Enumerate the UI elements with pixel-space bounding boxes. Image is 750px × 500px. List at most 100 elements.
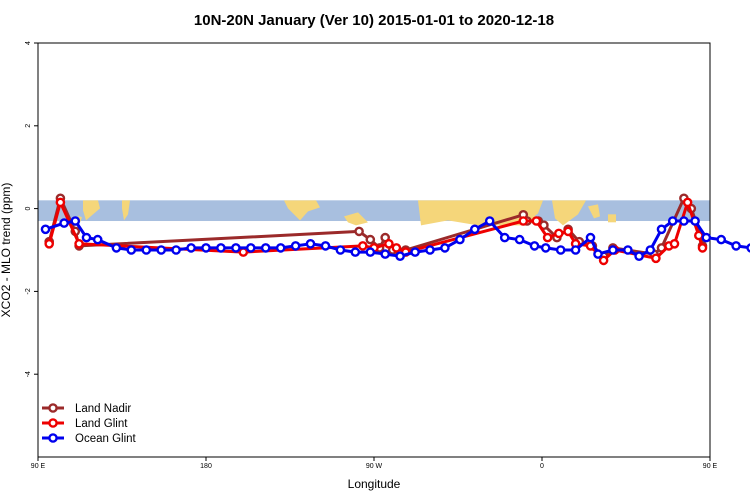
data-point-ocean-glint	[81, 232, 92, 243]
data-point-land-nadir	[365, 234, 376, 245]
legend-marker	[48, 433, 58, 443]
legend: Land Nadir Land Glint Ocean Glint	[42, 403, 137, 445]
data-point-land-glint	[55, 197, 66, 208]
data-point-ocean-glint	[540, 243, 551, 253]
y-tick-label: 2	[25, 124, 32, 128]
data-point-ocean-glint	[171, 245, 181, 255]
data-point-ocean-glint	[484, 216, 495, 226]
legend-item-ocean-glint: Ocean Glint	[42, 433, 137, 445]
data-point-ocean-glint	[593, 249, 603, 259]
data-point-land-glint	[518, 216, 529, 226]
series-ocean-glint	[40, 216, 750, 262]
data-point-ocean-glint	[514, 234, 525, 245]
data-point-ocean-glint	[570, 245, 581, 255]
data-point-ocean-glint	[667, 216, 678, 226]
legend-label: Ocean Glint	[75, 433, 137, 445]
series-layer	[40, 193, 750, 266]
legend-label: Land Glint	[75, 418, 128, 430]
land-area	[552, 200, 586, 226]
data-point-land-glint	[531, 216, 542, 226]
data-point-ocean-glint	[585, 232, 596, 243]
data-point-land-glint	[44, 238, 55, 249]
legend-item-land-nadir: Land Nadir	[42, 403, 131, 415]
data-point-land-glint	[669, 238, 680, 249]
data-point-ocean-glint	[380, 249, 391, 259]
data-point-ocean-glint	[365, 247, 376, 257]
data-point-ocean-glint	[186, 243, 196, 253]
data-point-ocean-glint	[59, 218, 69, 228]
data-point-ocean-glint	[141, 245, 152, 255]
data-point-ocean-glint	[645, 245, 656, 255]
data-point-land-glint	[697, 243, 708, 253]
data-point-ocean-glint	[216, 243, 226, 253]
data-point-ocean-glint	[40, 224, 51, 235]
data-point-ocean-glint	[701, 232, 712, 243]
data-point-land-glint	[542, 232, 553, 243]
data-point-land-glint	[238, 247, 249, 257]
x-tick-label: 90 E	[31, 463, 46, 470]
data-point-ocean-glint	[555, 245, 566, 255]
x-tick-label: 180	[200, 463, 212, 470]
world-map-band	[38, 200, 710, 226]
chart-title: 10N-20N January (Ver 10) 2015-01-01 to 2…	[194, 12, 554, 29]
data-point-ocean-glint	[716, 234, 727, 245]
data-point-ocean-glint	[70, 216, 81, 226]
data-point-ocean-glint	[623, 245, 633, 255]
data-point-ocean-glint	[656, 224, 667, 235]
data-point-ocean-glint	[201, 243, 211, 253]
data-point-ocean-glint	[746, 243, 750, 253]
land-area	[608, 214, 616, 223]
data-point-ocean-glint	[126, 245, 137, 255]
data-point-ocean-glint	[731, 241, 741, 251]
land-area	[588, 204, 600, 219]
data-point-land-glint	[357, 241, 368, 251]
data-point-ocean-glint	[455, 234, 465, 245]
x-axis: 90 E 180 90 W 0 90 E	[31, 457, 718, 470]
data-point-ocean-glint	[260, 243, 271, 253]
data-point-ocean-glint	[275, 243, 286, 253]
x-tick-label: 90 E	[703, 463, 718, 470]
data-point-ocean-glint	[231, 243, 241, 253]
data-point-ocean-glint	[320, 241, 331, 251]
data-point-ocean-glint	[634, 251, 644, 262]
data-point-ocean-glint	[156, 245, 166, 255]
data-point-land-glint	[563, 226, 573, 237]
data-point-ocean-glint	[290, 241, 301, 251]
y-tick-label: -2	[25, 288, 32, 294]
land-area	[284, 200, 320, 221]
data-point-ocean-glint	[305, 238, 316, 249]
data-point-land-glint	[682, 197, 693, 208]
data-point-ocean-glint	[395, 251, 405, 262]
x-tick-label: 0	[540, 463, 544, 470]
legend-marker	[48, 403, 58, 413]
data-point-land-glint	[651, 253, 661, 264]
data-point-ocean-glint	[425, 245, 435, 255]
data-point-ocean-glint	[529, 241, 540, 251]
data-point-land-glint	[74, 238, 84, 249]
ocean-area	[38, 200, 710, 222]
y-axis: 4 2 0 -2 -4	[25, 41, 38, 377]
y-tick-label: 0	[25, 207, 32, 211]
x-axis-label: Longitude	[348, 477, 401, 491]
y-tick-label: 4	[25, 41, 32, 45]
legend-marker	[48, 418, 58, 428]
data-point-ocean-glint	[690, 216, 700, 226]
data-point-ocean-glint	[245, 243, 256, 253]
legend-item-land-glint: Land Glint	[42, 418, 128, 430]
data-point-land-glint	[598, 255, 609, 266]
data-point-ocean-glint	[679, 216, 689, 226]
y-tick-label: -4	[25, 371, 32, 377]
data-point-ocean-glint	[410, 247, 420, 257]
y-axis-label: XCO2 - MLO trend (ppm)	[0, 183, 13, 318]
data-point-ocean-glint	[499, 232, 510, 243]
data-point-land-glint	[391, 243, 402, 253]
data-point-ocean-glint	[111, 243, 122, 253]
land-area	[122, 200, 130, 221]
data-point-ocean-glint	[469, 224, 480, 235]
data-point-land-glint	[554, 228, 564, 239]
land-area	[78, 215, 82, 223]
data-point-land-glint	[384, 238, 394, 249]
data-point-land-glint	[694, 230, 704, 241]
data-point-ocean-glint	[350, 247, 361, 257]
